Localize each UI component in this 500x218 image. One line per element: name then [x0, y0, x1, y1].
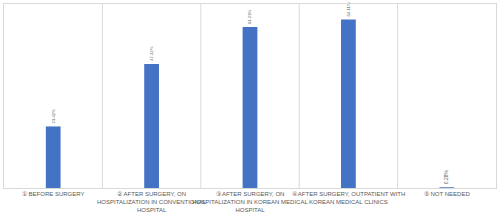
- svg-text:47.22%: 47.22%: [149, 46, 154, 61]
- svg-text:③ AFTER SURGERY, ONHOSPITALIZA: ③ AFTER SURGERY, ONHOSPITALIZATION IN KO…: [192, 191, 308, 213]
- svg-text:0.28%: 0.28%: [443, 170, 449, 185]
- svg-text:④ AFTER SURGERY, OUTPATIENT WI: ④ AFTER SURGERY, OUTPATIENT WITHKOREAN M…: [292, 191, 406, 205]
- svg-text:64.11%: 64.11%: [346, 2, 351, 16]
- svg-text:② AFTER SURGERY, ONHOSPITALIZA: ② AFTER SURGERY, ONHOSPITALIZATION IN CO…: [97, 191, 207, 213]
- svg-text:⑤ NOT NEEDED: ⑤ NOT NEEDED: [424, 191, 471, 197]
- svg-text:61.23%: 61.23%: [247, 10, 252, 25]
- svg-text:① BEFORE SURGERY: ① BEFORE SURGERY: [22, 191, 85, 197]
- svg-text:23.42%: 23.42%: [51, 109, 56, 124]
